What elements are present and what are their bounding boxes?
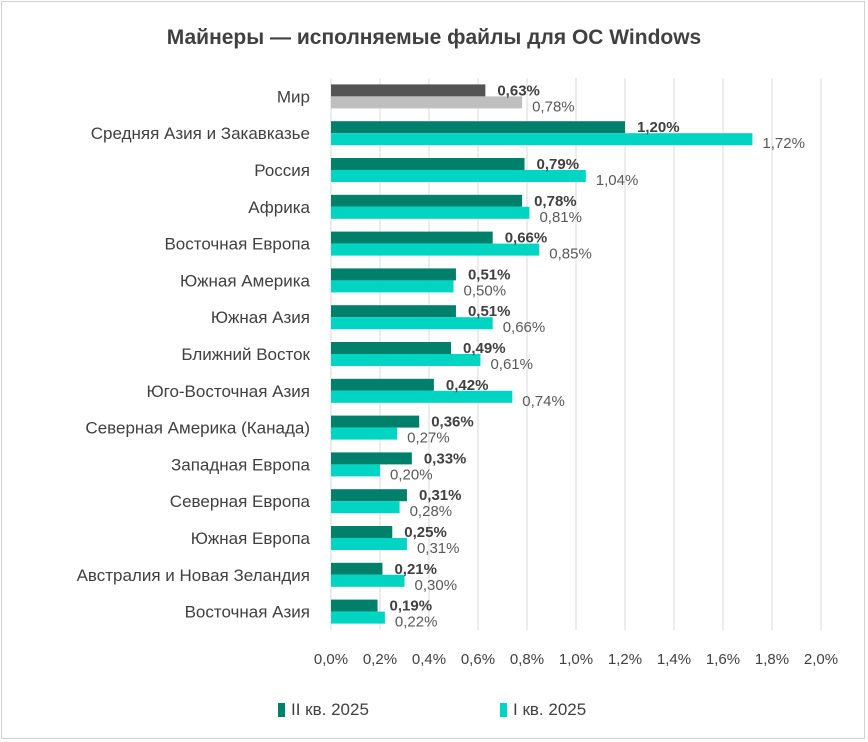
category-label: Средняя Азия и Закавказье xyxy=(91,124,310,143)
bar-q1 xyxy=(331,170,586,182)
bar-q1 xyxy=(331,390,513,403)
category-label: Северная Америка (Канада) xyxy=(85,419,310,438)
bar-q2 xyxy=(331,158,525,170)
value-label-q2: 0,25% xyxy=(404,524,447,541)
bar-q2 xyxy=(331,268,456,281)
value-label-q2: 0,31% xyxy=(419,487,462,504)
value-label-q2: 1,20% xyxy=(637,119,680,136)
bar-q1 xyxy=(331,538,407,550)
bar-q1 xyxy=(331,501,400,514)
value-label-q1: 0,66% xyxy=(503,319,546,336)
bars xyxy=(331,84,753,624)
chart-title: Майнеры — исполняемые файлы для ОС Windo… xyxy=(166,26,702,49)
x-tick-label: 0,2% xyxy=(363,651,397,668)
category-labels: Мир Средняя Азия и Закавказье Россия Африка… xyxy=(77,87,311,621)
bar-q2 xyxy=(331,526,393,538)
bar-q2 xyxy=(331,305,456,318)
category-label: Африка xyxy=(248,198,310,217)
bar-q2 xyxy=(331,84,486,97)
category-label: Южная Европа xyxy=(191,529,311,548)
category-label: Северная Европа xyxy=(170,492,311,511)
bar-q2 xyxy=(331,452,412,465)
legend-label-q2: II кв. 2025 xyxy=(291,700,369,719)
bar-q1 xyxy=(331,574,405,587)
bar-q1 xyxy=(331,96,523,109)
legend-swatch-q2 xyxy=(278,703,285,717)
x-tick-label: 1,8% xyxy=(755,651,789,668)
category-label: Южная Америка xyxy=(180,271,311,290)
value-label-q2: 0,49% xyxy=(463,340,506,357)
x-tick-label: 0,4% xyxy=(412,651,446,668)
legend-label-q1: I кв. 2025 xyxy=(513,700,587,719)
bar-q2 xyxy=(331,194,523,207)
bar-q2 xyxy=(331,599,378,612)
category-label: Австралия и Новая Зеландия xyxy=(77,566,310,585)
bar-q1 xyxy=(331,243,540,256)
legend-item-q2: II кв. 2025 xyxy=(278,700,369,720)
value-label-q1: 1,04% xyxy=(596,172,639,189)
bar-q2 xyxy=(331,562,383,575)
category-label: Россия xyxy=(254,161,310,180)
category-label: Западная Европа xyxy=(171,455,311,474)
x-tick-label: 2,0% xyxy=(804,651,838,668)
value-label-q1: 0,61% xyxy=(490,356,533,373)
x-tick-label: 0,8% xyxy=(510,651,544,668)
bar-q2 xyxy=(331,378,434,391)
value-label-q2: 0,36% xyxy=(431,414,474,431)
value-label-q1: 0,27% xyxy=(407,430,450,447)
bar-q1 xyxy=(331,464,380,477)
bar-q2 xyxy=(331,121,625,134)
x-tick-label: 0,6% xyxy=(461,651,495,668)
value-label-q1: 0,50% xyxy=(464,282,507,299)
value-label-q1: 0,30% xyxy=(415,577,458,594)
legend-swatch-q1 xyxy=(500,703,507,717)
x-tick-label: 1,2% xyxy=(608,651,642,668)
bar-q2 xyxy=(331,415,420,428)
category-label: Восточная Европа xyxy=(164,235,310,254)
value-label-q1: 0,85% xyxy=(549,246,592,263)
x-tick-label: 1,4% xyxy=(657,651,691,668)
bar-q1 xyxy=(331,427,398,440)
value-label-q1: 0,78% xyxy=(532,98,575,115)
value-label-q1: 0,74% xyxy=(522,393,565,410)
bar-q2 xyxy=(331,231,493,244)
value-label-q2: 0,42% xyxy=(446,377,489,394)
bar-q1 xyxy=(331,206,530,219)
value-label-q1: 1,72% xyxy=(762,135,805,152)
bar-q1 xyxy=(331,133,753,146)
bar-q2 xyxy=(331,489,407,502)
legend-item-q1: I кв. 2025 xyxy=(500,700,586,720)
value-label-q2: 0,79% xyxy=(537,156,580,173)
value-label-q2: 0,78% xyxy=(534,193,577,210)
value-label-q2: 0,63% xyxy=(497,82,540,99)
category-label: Мир xyxy=(277,87,310,106)
category-label: Ближний Восток xyxy=(181,345,310,364)
value-label-q1: 0,31% xyxy=(417,540,460,557)
category-label: Южная Азия xyxy=(211,308,310,327)
value-label-q2: 0,19% xyxy=(390,598,433,615)
x-axis-ticks: 0,0% 0,2% 0,4% 0,6% 0,8% 1,0% 1,2% 1,4% 1,6% 1,8%… xyxy=(314,651,838,668)
value-label-q2: 0,21% xyxy=(394,561,437,578)
value-label-q1: 0,28% xyxy=(410,503,453,520)
value-label-q2: 0,51% xyxy=(468,266,511,283)
category-label: Восточная Азия xyxy=(185,603,310,622)
bar-q2 xyxy=(331,342,452,354)
bar-q1 xyxy=(331,354,481,366)
value-label-q1: 0,22% xyxy=(395,614,438,631)
x-tick-label: 1,0% xyxy=(559,651,593,668)
value-labels: 0,63%0,78%1,20%1,72%0,79%1,04%0,78%0,81%… xyxy=(390,82,805,630)
x-tick-label: 1,6% xyxy=(706,651,740,668)
value-label-q1: 0,81% xyxy=(539,209,582,226)
value-label-q2: 0,51% xyxy=(468,303,511,320)
value-label-q1: 0,20% xyxy=(390,466,433,483)
bar-q1 xyxy=(331,280,454,293)
value-label-q2: 0,33% xyxy=(424,450,467,467)
bar-q1 xyxy=(331,611,385,624)
category-label: Юго-Восточная Азия xyxy=(146,382,310,401)
value-label-q2: 0,66% xyxy=(505,230,548,247)
x-tick-label: 0,0% xyxy=(314,651,348,668)
bar-q1 xyxy=(331,317,493,330)
